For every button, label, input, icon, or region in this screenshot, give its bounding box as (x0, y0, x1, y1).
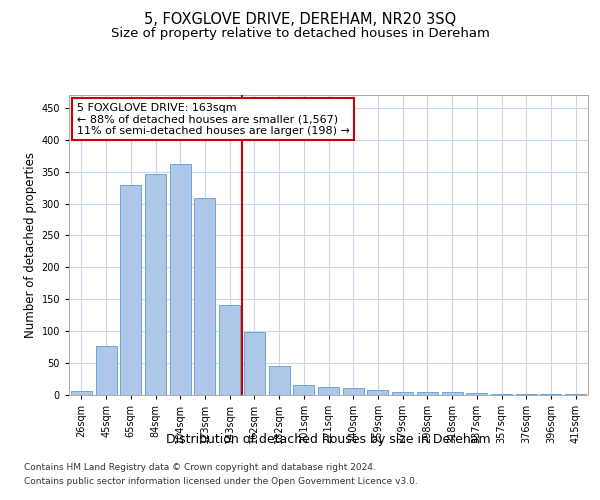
Bar (491, 394, 512, 395)
Bar (367, 390, 388, 395)
Bar (170, 164, 191, 395)
Bar (516, 394, 537, 395)
Bar (95, 346, 116, 395)
Bar (442, 392, 463, 395)
Bar (417, 392, 438, 395)
Text: 5, FOXGLOVE DRIVE, DEREHAM, NR20 3SQ: 5, FOXGLOVE DRIVE, DEREHAM, NR20 3SQ (144, 12, 456, 28)
Bar (565, 394, 586, 395)
Text: Distribution of detached houses by size in Dereham: Distribution of detached houses by size … (166, 432, 491, 446)
Bar (392, 392, 413, 395)
Bar (293, 385, 314, 395)
Text: Contains HM Land Registry data © Crown copyright and database right 2024.: Contains HM Land Registry data © Crown c… (24, 464, 376, 472)
Bar (318, 386, 339, 395)
Bar (194, 198, 215, 395)
Y-axis label: Number of detached properties: Number of detached properties (24, 152, 37, 338)
Bar (541, 394, 562, 395)
Bar (244, 332, 265, 395)
Text: Size of property relative to detached houses in Dereham: Size of property relative to detached ho… (110, 28, 490, 40)
Text: Contains public sector information licensed under the Open Government Licence v3: Contains public sector information licen… (24, 477, 418, 486)
Bar (269, 366, 290, 395)
Bar (219, 305, 240, 395)
Text: 5 FOXGLOVE DRIVE: 163sqm
← 88% of detached houses are smaller (1,567)
11% of sem: 5 FOXGLOVE DRIVE: 163sqm ← 88% of detach… (77, 102, 350, 136)
Bar (120, 185, 141, 395)
Bar (466, 393, 487, 395)
Bar (145, 174, 166, 395)
Bar (343, 388, 364, 395)
Bar (71, 391, 92, 395)
